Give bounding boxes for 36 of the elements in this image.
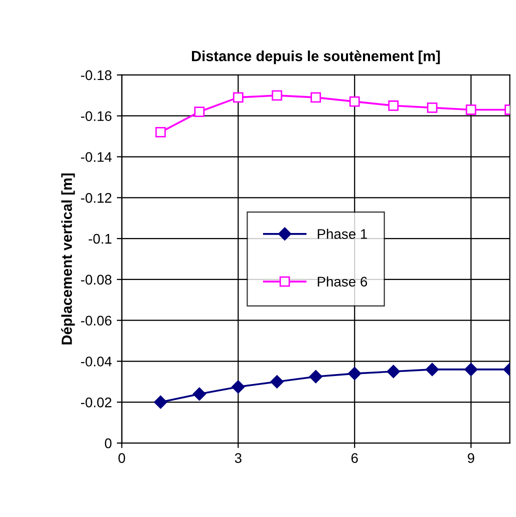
y-tick-label: -0.02 [81, 398, 112, 408]
point [232, 92, 244, 103]
point [154, 396, 168, 409]
x-tick-label: 6 [351, 453, 358, 463]
point [426, 102, 438, 113]
point [349, 96, 360, 107]
y-tick-label: -0.12 [81, 193, 112, 203]
legend-label: Phase 6 [318, 276, 368, 287]
point [232, 380, 245, 394]
y-tick-label: -0.16 [81, 111, 112, 122]
legend-label: Phase 1 [318, 228, 367, 239]
y-tick-label: -0.1 [88, 234, 112, 244]
y-tick-label: 0 [104, 438, 112, 448]
point [192, 387, 206, 401]
x-tick-label: 9 [468, 453, 474, 463]
point [386, 364, 400, 378]
point [310, 92, 321, 103]
y-tick-label: -0.18 [81, 70, 112, 80]
y-axis-title: Déplacement vertical [m] [61, 174, 75, 344]
point [466, 104, 476, 115]
point [426, 362, 439, 376]
point [194, 106, 205, 117]
x-axis-title: Distance depuis le soutènement [m] [192, 50, 440, 64]
y-tick-label: -0.06 [81, 316, 112, 326]
point [309, 370, 322, 384]
y-tick-label: -0.14 [81, 152, 112, 162]
point [388, 100, 399, 111]
y-tick-label: -0.08 [81, 274, 112, 285]
point [348, 366, 362, 380]
y-tick-label: -0.04 [81, 356, 112, 366]
point [155, 127, 166, 138]
point [272, 90, 282, 101]
point [464, 362, 478, 376]
x-tick-label: 0 [118, 453, 126, 463]
x-tick-label: 3 [234, 453, 242, 463]
point [270, 375, 284, 388]
